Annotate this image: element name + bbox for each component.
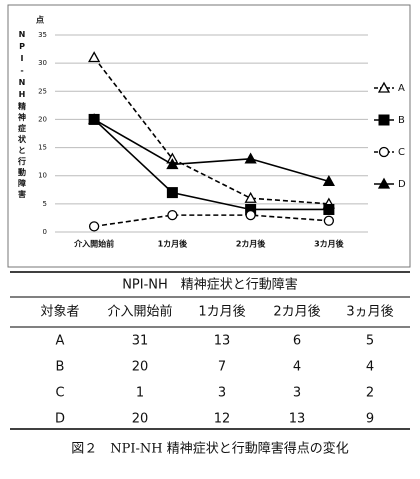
table-cell: B — [56, 360, 65, 375]
table-cell: 9 — [366, 412, 374, 427]
legend-label: B — [398, 115, 405, 126]
marker — [323, 215, 335, 226]
table-cell: 13 — [289, 412, 306, 427]
table-header: 1カ月後 — [198, 305, 245, 320]
table-cell: 3 — [218, 386, 226, 401]
marker — [166, 187, 178, 199]
caption: 図２ NPI-NH 精神症状と行動障害得点の変化 — [71, 441, 349, 457]
x-tick-label: 1カ月後 — [158, 239, 189, 249]
marker — [88, 113, 101, 125]
y-label: NPI-NH精神症状と行動障害 — [17, 30, 27, 201]
marker — [88, 221, 100, 232]
legend-marker — [377, 81, 391, 93]
table-cell: 6 — [293, 334, 301, 349]
table-cell: 2 — [366, 386, 374, 401]
legend-marker — [377, 177, 391, 189]
table-title: NPI-NH 精神症状と行動障害 — [122, 277, 298, 293]
table-cell: 3 — [293, 386, 301, 401]
series-line — [93, 118, 329, 211]
legend-marker — [378, 146, 390, 158]
marker — [166, 158, 179, 170]
y-tick-label: 30 — [38, 59, 47, 67]
table-cell: 20 — [132, 360, 149, 375]
y-tick-label: 15 — [38, 144, 47, 152]
table-cell: A — [56, 334, 65, 349]
y-tick-label: 20 — [38, 115, 47, 123]
table-cell: 1 — [136, 386, 144, 401]
table-cell: 7 — [218, 360, 226, 375]
legend-label: C — [398, 147, 405, 158]
x-tick-label: 介入開始前 — [73, 239, 114, 249]
series-line — [93, 118, 330, 183]
y-tick-label: 5 — [43, 200, 47, 208]
marker — [245, 209, 256, 221]
table-cell: 4 — [366, 360, 374, 375]
legend-label: A — [398, 83, 405, 94]
marker — [88, 51, 101, 63]
y-tick-label: 35 — [38, 31, 47, 39]
table-cell: 4 — [293, 360, 301, 375]
marker — [167, 209, 178, 221]
marker — [244, 152, 257, 164]
legend-label: D — [398, 179, 406, 190]
table-header: 対象者 — [40, 305, 79, 320]
table-cell: 13 — [214, 334, 231, 349]
series-line — [94, 214, 329, 228]
table-cell: 12 — [214, 412, 231, 427]
table-cell: 31 — [132, 334, 149, 349]
table-cell: D — [55, 412, 65, 427]
marker — [244, 191, 257, 203]
chart-frame — [7, 4, 411, 268]
y-tick-label: 10 — [38, 172, 47, 180]
table-cell: C — [55, 386, 64, 401]
table-cell: 20 — [132, 412, 149, 427]
y-tick-label: 25 — [38, 87, 47, 95]
y-tick-label: 0 — [43, 228, 47, 236]
table-cell: 5 — [366, 334, 374, 349]
y-unit: 点 — [36, 15, 44, 25]
table-header: 3ヵ月後 — [346, 305, 393, 320]
marker — [322, 175, 335, 186]
series-line — [93, 57, 329, 205]
legend-marker — [378, 114, 390, 126]
x-tick-label: 3カ月後 — [314, 239, 345, 249]
table-header: 2カ月後 — [273, 305, 320, 320]
x-tick-label: 2カ月後 — [236, 239, 267, 249]
table-header: 介入開始前 — [107, 304, 172, 320]
marker — [323, 203, 335, 215]
